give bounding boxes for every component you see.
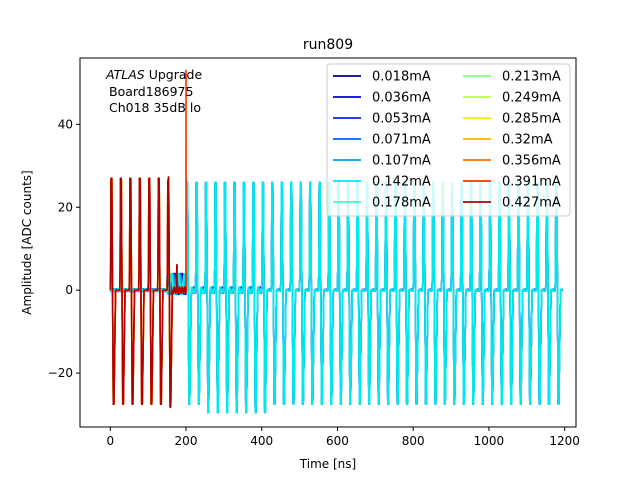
y-tick-label: 0 [65,283,73,297]
x-tick-label: 800 [402,434,425,448]
legend-label: 0.036mA [372,91,431,106]
legend-label: 0.213mA [502,70,561,85]
x-tick-label: 400 [250,434,273,448]
y-axis-label: Amplitude [ADC counts] [20,170,34,314]
legend-label: 0.427mA [502,196,561,211]
y-tick-label: 40 [58,117,73,131]
legend-label: 0.178mA [372,196,431,211]
x-tick-label: 0 [106,434,114,448]
x-ticks: 0 200 400 600 800 1000 1200 [106,427,580,448]
plot-frame [79,57,577,428]
annotation-line-3: Ch018 35dB lo [109,100,201,115]
x-tick-label: 600 [326,434,349,448]
x-tick-label: 1000 [474,434,505,448]
legend-label: 0.142mA [372,175,431,190]
series-line-0.427mA [109,176,187,409]
atlas-annotation: ATLAS Upgrade Board186975 Ch018 35dB lo [105,67,202,115]
annotation-line-1: ATLAS Upgrade [105,67,202,82]
legend-label: 0.249mA [502,91,561,106]
y-ticks: −20 0 20 40 [48,117,80,380]
legend-label: 0.32mA [502,133,553,148]
chart-title: run809 [303,37,353,53]
annotation-upgrade: Upgrade [145,67,203,82]
legend-label: 0.018mA [372,70,431,85]
y-tick-label: 20 [58,200,73,214]
legend: 0.018mA 0.036mA 0.053mA 0.071mA 0.107mA 0.142… [326,63,571,217]
legend-label: 0.107mA [372,154,431,169]
legend-label: 0.071mA [372,133,431,148]
legend-box [326,63,571,217]
series-line-0.142mA [109,181,564,414]
legend-label: 0.053mA [372,112,431,127]
annotation-atlas: ATLAS [105,67,145,82]
annotation-line-2: Board186975 [109,84,193,99]
y-tick-label: −20 [48,366,73,380]
legend-label: 0.391mA [502,175,561,190]
x-tick-label: 1200 [549,434,580,448]
plot-lines [109,69,564,414]
x-tick-label: 200 [175,434,198,448]
x-axis-label: Time [ns] [299,457,356,471]
legend-label: 0.285mA [502,112,561,127]
legend-label: 0.356mA [502,154,561,169]
